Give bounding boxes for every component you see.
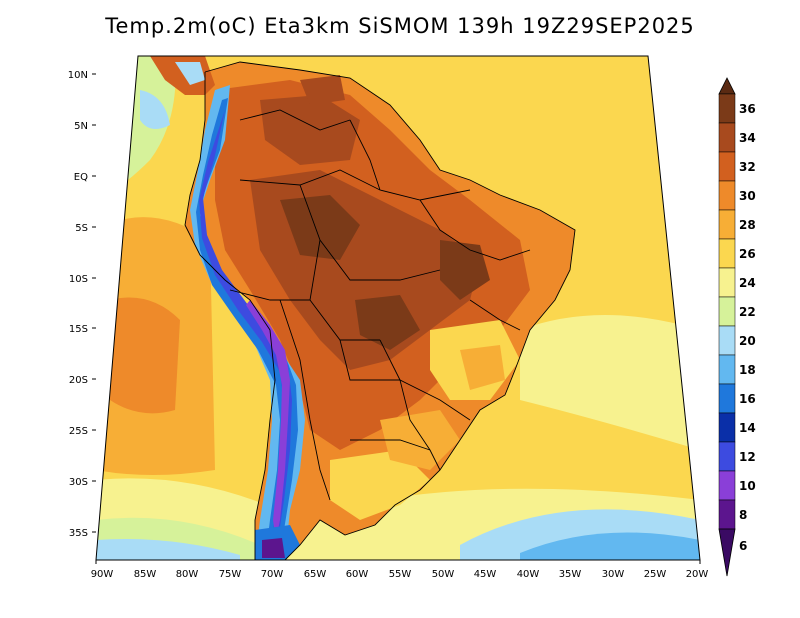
lon-label: 65W [304,569,327,580]
lat-label: 10S [69,274,88,285]
lat-label: 25S [69,426,88,437]
colorbar-label: 12 [739,450,756,464]
colorbar-label: 10 [739,479,756,493]
colorbar-label: 22 [739,305,756,319]
lat-axis: 10N 5N EQ 5S 10S 15S 20S 25S 30S 35S [68,70,88,539]
temperature-field [96,56,700,560]
lon-label: 20W [686,569,709,580]
colorbar-arrow-top [718,77,736,95]
political-boundaries [184,61,576,560]
colorbar-label: 14 [739,421,756,435]
colorbar-label: 16 [739,392,756,406]
lon-label: 75W [219,569,242,580]
lon-label: 50W [432,569,455,580]
colorbar-label: 36 [739,102,756,116]
lon-label: 70W [261,569,284,580]
lon-label: 80W [176,569,199,580]
colorbar-label: 28 [739,218,756,232]
colorbar-label: 8 [739,508,747,522]
lon-label: 85W [134,569,157,580]
colorbar-label: 24 [739,276,756,290]
colorbar-label: 26 [739,247,756,261]
lat-label: 5S [75,223,88,234]
lat-label: 20S [69,375,88,386]
colorbar: 36 34 32 30 28 26 24 22 20 18 16 14 12 1… [718,77,756,577]
lat-label: 5N [74,121,88,132]
lat-label: 35S [69,528,88,539]
lon-label: 30W [602,569,625,580]
lat-label: 10N [68,70,88,81]
colorbar-label: 32 [739,160,756,174]
colorbar-label: 34 [739,131,756,145]
lon-label: 35W [559,569,582,580]
colorbar-label: 6 [739,539,747,553]
axis-ticks [92,73,701,564]
lat-label: 15S [69,324,88,335]
map-title: Temp.2m(oC) Eta3km SiSMOM 139h 19Z29SEP2… [105,14,695,38]
colorbar-label: 18 [739,363,756,377]
lat-label: EQ [74,172,88,183]
colorbar-label: 20 [739,334,756,348]
lon-label: 90W [91,569,114,580]
colorbar-label: 30 [739,189,756,203]
lon-label: 25W [644,569,667,580]
lat-label: 30S [69,477,88,488]
lon-label: 60W [346,569,369,580]
lon-label: 40W [517,569,540,580]
lon-label: 45W [474,569,497,580]
lon-label: 55W [389,569,412,580]
colorbar-arrow-bottom [718,528,736,577]
lon-axis: 90W 85W 80W 75W 70W 65W 60W 55W 50W 45W … [91,569,709,580]
